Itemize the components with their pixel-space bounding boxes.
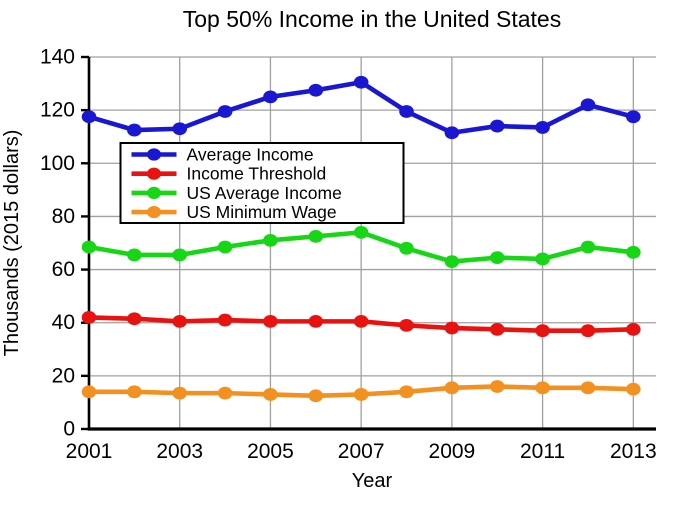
data-point: [444, 321, 460, 335]
data-point: [580, 240, 596, 254]
data-point: [626, 382, 641, 396]
y-tick-label: 120: [40, 99, 75, 122]
x-tick-label: 2011: [520, 440, 565, 463]
data-point: [263, 233, 278, 247]
legend-marker: [147, 167, 161, 180]
y-tick-label: 60: [52, 258, 75, 281]
y-tick-label: 20: [52, 364, 75, 387]
data-point: [535, 324, 550, 338]
data-point: [172, 122, 188, 136]
data-point: [535, 381, 550, 395]
legend-marker: [147, 186, 161, 199]
data-point: [217, 105, 233, 118]
data-point: [217, 386, 233, 400]
data-point: [580, 98, 596, 112]
data-point: [353, 388, 369, 401]
data-point: [535, 121, 550, 134]
data-point: [217, 240, 233, 254]
data-point: [308, 389, 324, 403]
data-point: [172, 314, 188, 328]
x-tick-label: 2001: [66, 440, 113, 463]
data-point: [81, 385, 97, 399]
data-point: [489, 251, 505, 265]
data-point: [172, 386, 188, 400]
data-point: [444, 255, 460, 268]
legend-label: US Minimum Wage: [187, 202, 337, 222]
y-tick-label: 100: [40, 152, 75, 175]
x-tick-label: 2009: [429, 440, 476, 463]
legend-label: Average Income: [187, 145, 314, 165]
data-point: [580, 381, 596, 395]
data-point: [127, 123, 142, 137]
data-point: [81, 110, 97, 124]
legend-label: Income Threshold: [187, 164, 327, 184]
data-point: [353, 314, 369, 328]
data-point: [535, 252, 550, 266]
data-point: [308, 314, 324, 328]
data-point: [399, 318, 414, 332]
y-tick-label: 0: [63, 418, 75, 441]
plot-area: 0 20 40 60 80 100 120 140 2001 2003 2005 2007 2009 20…: [40, 46, 657, 464]
data-point: [626, 110, 641, 124]
data-point: [580, 324, 596, 338]
x-tick-label: 2005: [247, 440, 294, 463]
data-point: [172, 248, 188, 262]
data-point: [489, 119, 505, 133]
data-point: [399, 385, 414, 399]
data-point: [263, 388, 278, 401]
data-point: [263, 314, 278, 328]
legend-label: US Average Income: [187, 183, 342, 203]
y-axis-title: Thousands (2015 dollars): [1, 130, 23, 357]
data-point: [489, 380, 505, 393]
data-point: [489, 322, 505, 336]
data-point: [127, 385, 142, 399]
x-axis-title: Year: [352, 470, 393, 492]
chart-title: Top 50% Income in the United States: [183, 6, 561, 32]
data-point: [399, 241, 414, 255]
x-tick-label: 2007: [338, 440, 385, 463]
y-tick-label: 80: [52, 205, 75, 228]
data-point: [626, 245, 641, 259]
data-point: [444, 381, 460, 395]
x-tick-label: 2003: [156, 440, 203, 463]
data-point: [399, 105, 414, 118]
data-point: [626, 322, 641, 336]
data-point: [444, 126, 460, 140]
data-point: [81, 240, 97, 254]
data-point: [308, 229, 324, 243]
data-point: [127, 312, 142, 326]
data-point: [127, 248, 142, 262]
y-tick-label: 140: [40, 46, 75, 69]
y-tick-label: 40: [52, 311, 75, 334]
data-point: [263, 90, 278, 104]
legend-marker: [147, 206, 161, 219]
data-point: [81, 311, 97, 324]
data-point: [353, 225, 369, 239]
data-point: [353, 75, 369, 89]
data-point: [217, 313, 233, 327]
x-tick-label: 2013: [610, 440, 657, 463]
data-point: [308, 83, 324, 97]
legend-marker: [147, 148, 161, 161]
